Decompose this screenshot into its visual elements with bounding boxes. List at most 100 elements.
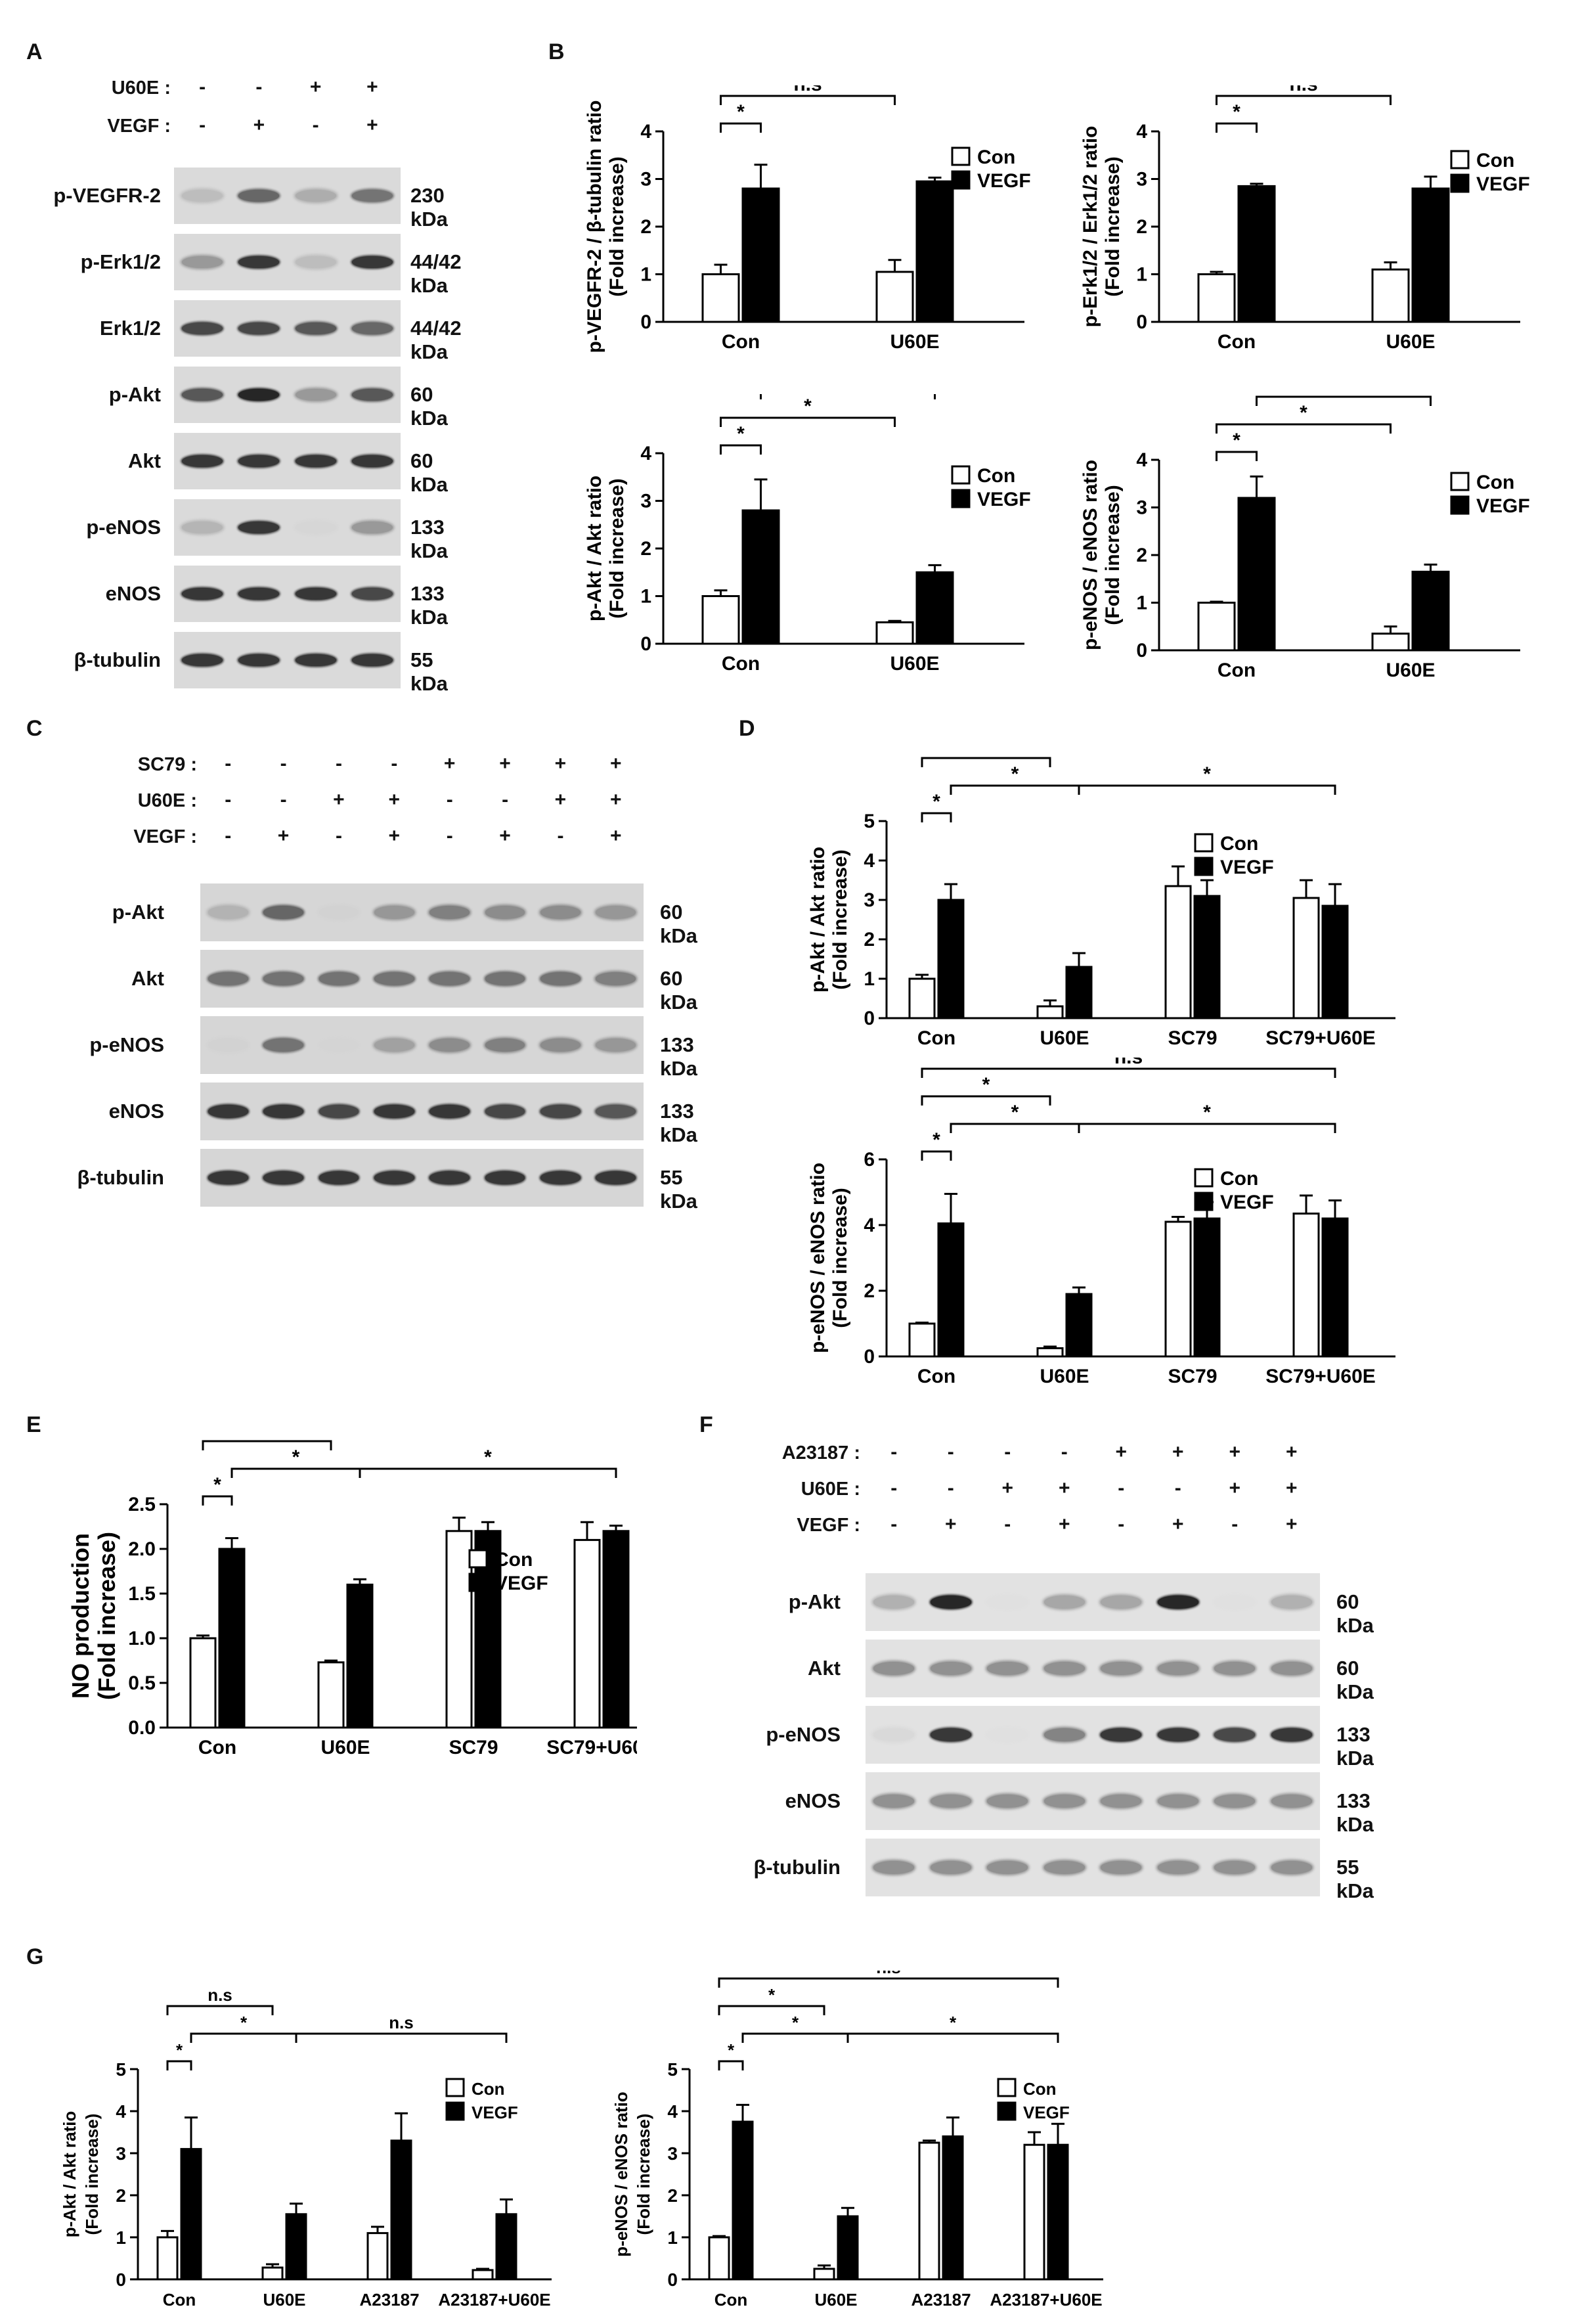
legend-label: Con (494, 1549, 533, 1571)
x-tick-label: U60E (1386, 331, 1435, 353)
x-tick-label: Con (722, 331, 760, 353)
blot-band (351, 521, 393, 534)
blot-band (208, 1039, 248, 1052)
y-axis-label: (Fold increase) (82, 2114, 102, 2235)
condition-mark: + (366, 76, 378, 98)
bar (472, 2269, 494, 2281)
x-tick-label: A23187+U60E (990, 2290, 1102, 2310)
blot-label: p-Akt (112, 901, 164, 924)
significance-bracket (921, 757, 1051, 767)
bar (701, 273, 740, 323)
condition-mark: - (312, 114, 319, 136)
blot-band (1043, 1861, 1085, 1874)
condition-mark: + (1285, 1513, 1298, 1535)
bar (915, 180, 954, 323)
condition-mark: - (225, 789, 232, 811)
bar (156, 2236, 179, 2281)
significance-bracket (741, 2032, 849, 2043)
blot-band (429, 972, 470, 985)
blot-band (295, 388, 336, 401)
blot-band (1043, 1662, 1085, 1675)
blot-band (1214, 1861, 1256, 1874)
blot-strip (866, 1640, 1320, 1697)
y-tick-label: 3 (1136, 497, 1147, 519)
significance-bracket (295, 2032, 508, 2043)
blot-band (429, 1171, 470, 1184)
y-tick-label: 0 (864, 1346, 875, 1368)
blot-band (208, 1105, 248, 1118)
blot-band (987, 1662, 1028, 1675)
blot-band (208, 972, 248, 985)
significance-label: * (768, 1985, 776, 2005)
condition-mark: - (890, 1513, 898, 1535)
significance-bracket (921, 1150, 952, 1161)
blot-band (238, 587, 280, 600)
condition-mark: - (335, 825, 342, 847)
panel-letter-a: A (26, 39, 43, 64)
blot-band (374, 1039, 414, 1052)
significance-label: * (950, 2013, 957, 2032)
blot-band (238, 322, 280, 335)
blot-band (1271, 1795, 1312, 1808)
condition-label: VEGF : (133, 826, 197, 847)
condition-label: VEGF : (797, 1515, 860, 1536)
x-tick-label: A23187 (911, 2290, 971, 2310)
y-axis-label: p-eNOS / eNOS ratio (807, 1163, 829, 1353)
legend-swatch (468, 1573, 488, 1592)
y-tick-label: 1 (640, 264, 651, 286)
blot-band (540, 972, 581, 985)
x-tick-label: U60E (263, 2290, 305, 2310)
blot-band (540, 1171, 581, 1184)
bar (1371, 268, 1410, 323)
blot-band (1214, 1728, 1256, 1741)
legend-label: VEGF (494, 1573, 548, 1594)
molecular-weight-label: 230 kDa (410, 184, 448, 231)
legend-label: Con (1220, 1168, 1258, 1190)
legend-label: VEGF (1476, 495, 1530, 517)
significance-bracket (1216, 423, 1392, 434)
significance-label: n.s (793, 85, 822, 95)
y-tick-label: 2 (667, 2185, 678, 2206)
significance-label: n.s (876, 1971, 901, 1977)
bar (708, 2236, 730, 2281)
y-tick-label: 0 (640, 311, 651, 333)
y-tick-label: 3 (640, 169, 651, 190)
bar (180, 2148, 202, 2281)
condition-mark: - (947, 1441, 954, 1463)
chart-p-enos-ratio-d: 0 2 4 6 p-eNOS / eNOS ratio (Fold increase) Co… (807, 1058, 1395, 1387)
molecular-weight-label: 133 kDa (1336, 1723, 1374, 1770)
bar (942, 2135, 964, 2281)
y-tick-label: 4 (1136, 449, 1147, 471)
blot-band (987, 1795, 1028, 1808)
bar (908, 977, 936, 1019)
significance-label: * (263, 1439, 271, 1441)
condition-mark: + (1172, 1513, 1184, 1535)
x-tick-label: SC79+U60E (546, 1737, 637, 1758)
blot-strip (174, 367, 401, 423)
blot-band (1101, 1861, 1142, 1874)
legend-swatch (1194, 1168, 1214, 1188)
x-tick-label: A23187+U60E (438, 2290, 550, 2310)
bar (1197, 602, 1236, 652)
bar (732, 2120, 754, 2281)
blot-label: β-tubulin (753, 1856, 841, 1879)
y-axis-label: p-Akt / Akt ratio (584, 476, 605, 621)
condition-mark: + (499, 753, 511, 774)
blot-strip (174, 234, 401, 290)
bar (741, 187, 780, 323)
significance-bracket (166, 2060, 192, 2070)
condition-mark: - (502, 789, 509, 811)
molecular-weight-label: 60 kDa (410, 383, 448, 430)
blot-band (429, 1105, 470, 1118)
y-tick-label: 0.5 (128, 1672, 156, 1694)
y-tick-label: 2 (640, 538, 651, 560)
legend-label: VEGF (1220, 1192, 1274, 1213)
bar (1164, 1220, 1192, 1358)
legend-label: Con (472, 2079, 505, 2099)
blot-band (182, 256, 223, 269)
significance-bracket (950, 1123, 1080, 1133)
blot-band (295, 322, 336, 335)
x-tick-label: SC79 (1168, 1027, 1217, 1049)
blot-label: Akt (808, 1657, 841, 1680)
significance-bracket (718, 1977, 1059, 1988)
